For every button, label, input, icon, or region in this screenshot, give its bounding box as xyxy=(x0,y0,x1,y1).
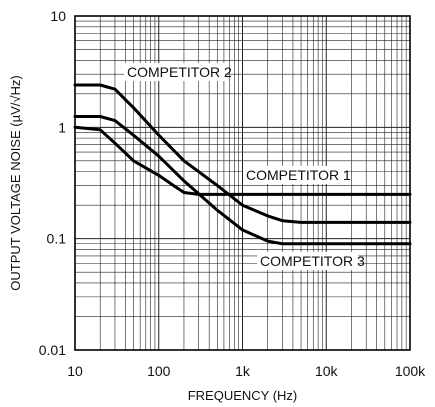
x-tick-label: 1k xyxy=(235,363,251,379)
series-line-1 xyxy=(73,83,412,224)
series-label-bg xyxy=(257,252,359,270)
x-tick-label: 100 xyxy=(147,363,171,379)
y-tick-label: 1 xyxy=(58,119,66,135)
series-label-2: COMPETITOR 1 xyxy=(246,167,351,183)
tick-layer: 10 100 1k 10k 100k 0.01 0.1 1 10 xyxy=(39,8,426,379)
series-label-bg xyxy=(124,63,226,81)
x-axis-title: FREQUENCY (Hz) xyxy=(188,388,298,403)
series-line-2 xyxy=(73,125,412,196)
series-label-3: COMPETITOR 3 xyxy=(260,253,365,269)
series-label-bg xyxy=(243,166,345,184)
series-line-3 xyxy=(73,115,412,246)
label-layer: COMPETITOR 2 COMPETITOR 1 COMPETITOR 3 xyxy=(124,63,365,270)
y-tick-label: 0.01 xyxy=(39,342,66,358)
x-tick-label: 10k xyxy=(315,363,339,379)
plot-frame xyxy=(74,15,411,351)
y-tick-label: 10 xyxy=(50,8,66,24)
x-tick-label: 100k xyxy=(395,363,426,379)
series-label-1: COMPETITOR 2 xyxy=(127,64,232,80)
y-axis-title: OUTPUT VOLTAGE NOISE (µV/√Hz) xyxy=(8,75,23,290)
series-layer xyxy=(73,83,412,246)
y-tick-label: 0.1 xyxy=(47,231,67,247)
x-tick-label: 10 xyxy=(67,363,83,379)
